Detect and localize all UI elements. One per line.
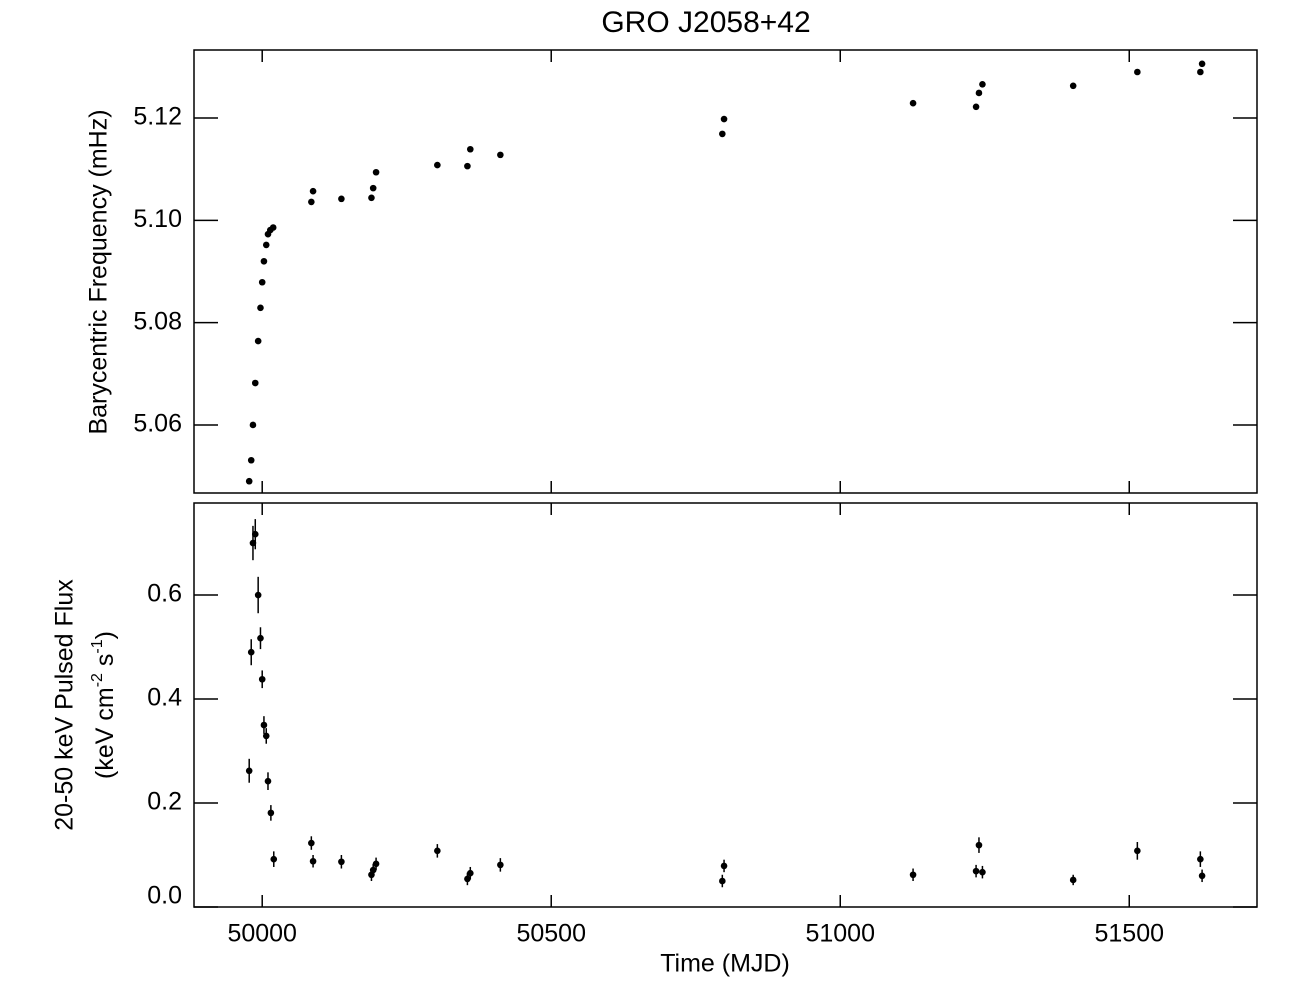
y-tick-label: 5.06 [133,410,182,438]
point [249,421,257,429]
point [497,151,504,159]
point [909,871,917,879]
point [369,184,377,192]
y-tick-label: 0.2 [147,788,182,816]
point [719,877,726,885]
y-axis-units-part: ) [91,631,119,639]
point [251,379,259,387]
y-tick-label: 0.0 [147,882,182,910]
point [497,861,504,869]
point [720,862,728,870]
point [308,198,315,206]
y-tick-label: 5.10 [133,205,182,233]
y-tick-label: 5.08 [133,307,182,335]
point [309,857,317,865]
point [251,530,259,538]
point [254,591,262,599]
point [1197,855,1204,863]
point [247,456,255,464]
point [1134,847,1141,855]
point [720,115,728,123]
point [247,648,255,656]
point [979,868,986,876]
point [309,187,317,195]
y-axis-units-part: s [91,654,119,673]
point [1134,68,1141,76]
x-tick-label: 50500 [516,920,586,948]
point [245,767,253,775]
point [308,839,315,847]
point [979,80,986,88]
point [434,847,441,855]
y-axis-units-part: -1 [89,639,106,653]
plot-frame [193,502,1258,908]
point [269,224,277,231]
y-tick-label: 0.4 [147,684,182,712]
point [258,675,266,683]
point [464,875,471,883]
point [260,257,268,265]
point [1198,60,1206,68]
point [1069,876,1077,884]
x-tick-label: 51000 [805,920,875,948]
y-axis-label: Barycentric Frequency (mHz) [85,109,113,434]
point [466,869,474,877]
y-tick-label: 5.12 [133,103,182,131]
plot-frame [193,49,1258,494]
point [368,194,375,202]
point [975,89,983,97]
point [972,103,980,111]
point [270,855,278,863]
y-axis-label: 20-50 keV Pulsed Flux [51,579,79,831]
point [1197,68,1204,76]
point [434,161,441,169]
point [372,168,380,176]
point [260,721,268,729]
chart-title: GRO J2058+42 [601,6,810,39]
point [338,858,345,866]
point [369,866,377,874]
point [1069,82,1077,90]
point [464,162,471,170]
point [1198,872,1206,880]
x-axis-label: Time (MJD) [660,950,790,978]
point [909,99,917,107]
y-tick-label: 0.6 [147,580,182,608]
point [258,278,266,286]
point [719,130,726,138]
x-tick-label: 50000 [227,920,297,948]
point [466,145,474,153]
y-axis-units-part: (keV cm [91,687,119,779]
y-axis-units: (keV cm-2 s-1) [89,631,119,779]
point [257,304,264,312]
point [254,337,262,345]
point [975,841,983,849]
point [257,634,264,642]
x-tick-label: 51500 [1094,920,1164,948]
point [264,777,272,785]
point [338,195,345,203]
point [972,867,980,875]
point [262,732,270,740]
point [262,241,270,249]
point [245,477,253,485]
point [267,809,275,817]
y-axis-units-part: -2 [89,673,106,687]
point [372,860,380,868]
